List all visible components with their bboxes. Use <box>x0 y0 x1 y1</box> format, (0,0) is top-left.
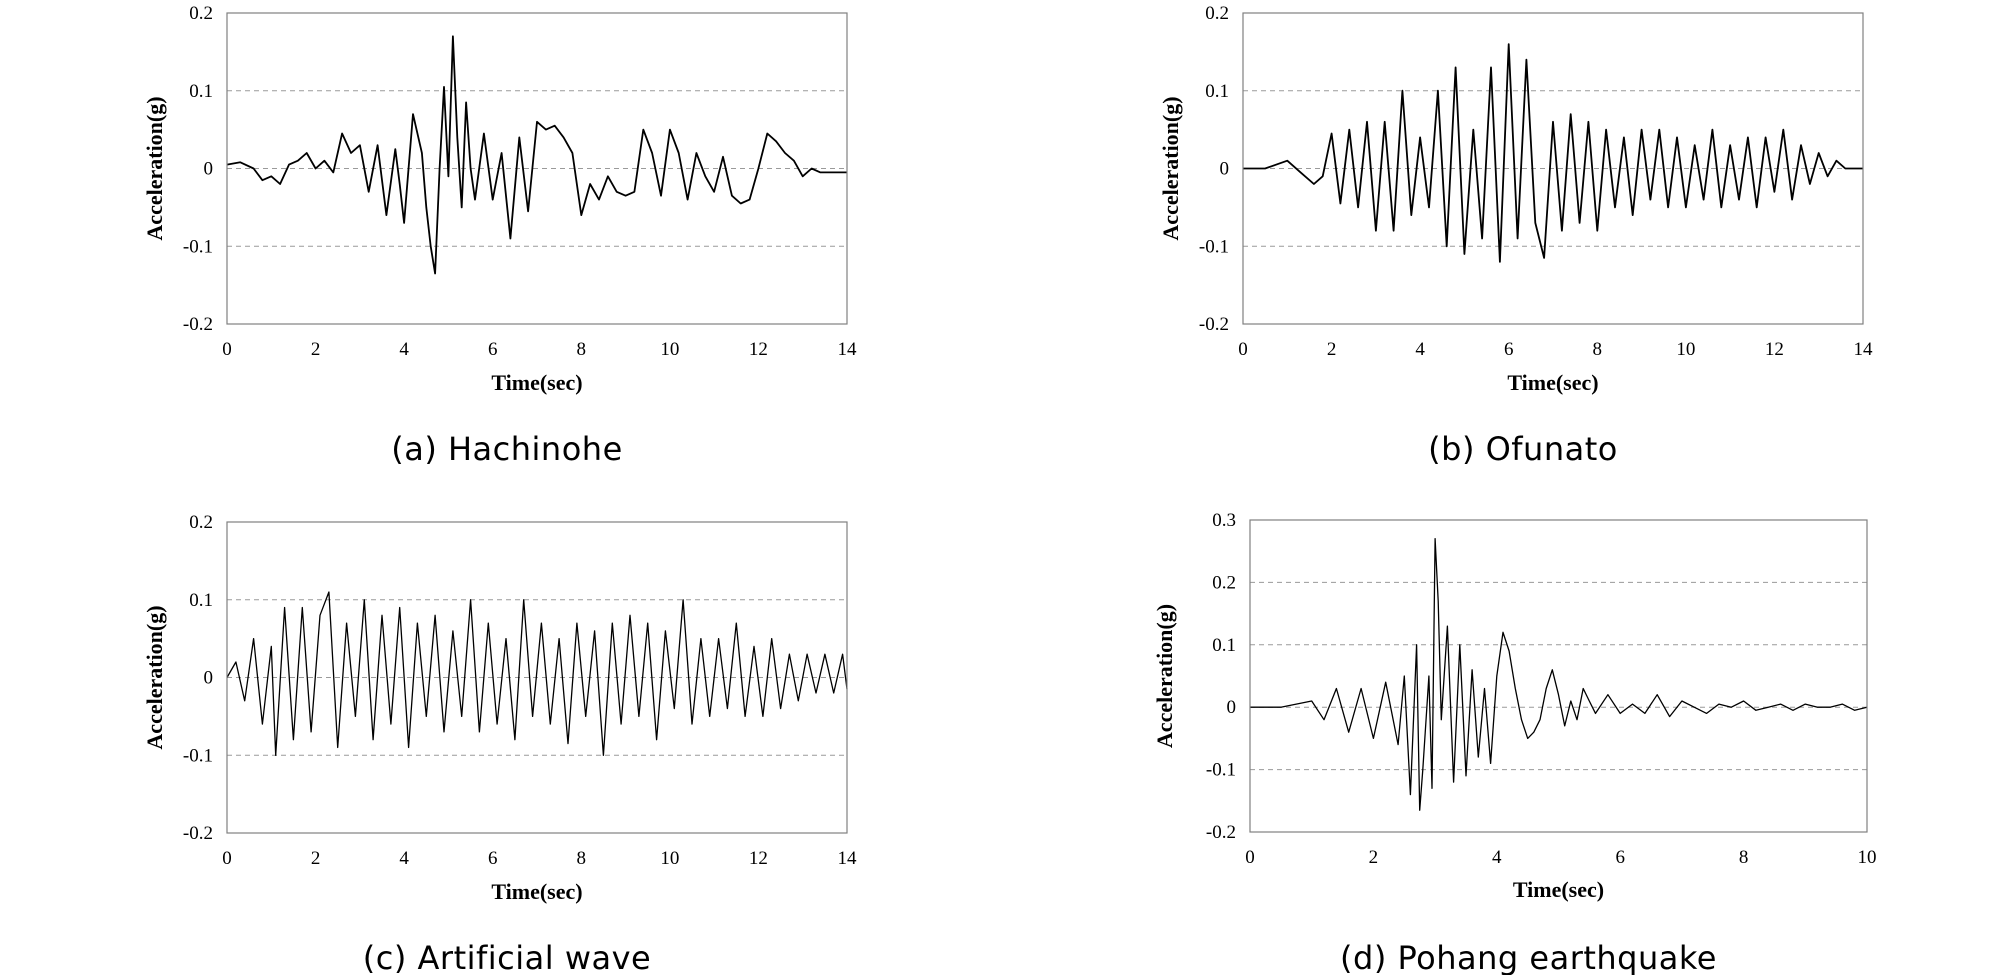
x-tick-label: 10 <box>660 848 679 869</box>
x-tick-label: 10 <box>1858 847 1877 868</box>
x-axis-label: Time(sec) <box>491 879 582 904</box>
y-tick-label: 0.2 <box>189 512 213 533</box>
y-tick-label: -0.2 <box>183 314 213 335</box>
plot-frame <box>1249 519 1868 833</box>
chart-pohang: -0.2 -0.1 0 0.1 0.2 0.3 0 2 4 6 8 10 Time(sec) Accele… <box>1152 510 1877 975</box>
y-tick-label: -0.1 <box>1206 760 1236 781</box>
series-line <box>226 591 848 756</box>
x-tick-label: 12 <box>1765 339 1784 360</box>
x-tick-label: 0 <box>1238 339 1248 360</box>
y-tick-label: 0 <box>204 668 214 689</box>
y-tick-label: 0.1 <box>1205 81 1229 102</box>
y-tick-label: -0.2 <box>1206 822 1236 843</box>
x-tick-label: 0 <box>222 848 232 869</box>
chart-caption: (c) Artificial wave <box>363 939 651 975</box>
y-tick-label: -0.1 <box>183 745 213 766</box>
x-tick-label: 14 <box>1854 339 1874 360</box>
x-tick-label: 14 <box>838 339 858 360</box>
x-axis-label: Time(sec) <box>491 370 582 395</box>
x-tick-label: 2 <box>1327 339 1337 360</box>
x-tick-label: 6 <box>1504 339 1514 360</box>
x-tick-label: 2 <box>311 848 321 869</box>
plot-frame <box>226 12 848 325</box>
y-tick-label: 0 <box>1220 159 1230 180</box>
x-axis-label: Time(sec) <box>1513 877 1604 902</box>
plot-frame <box>226 521 848 834</box>
y-tick-label: 0.2 <box>1212 572 1236 593</box>
x-tick-label: 6 <box>1615 847 1625 868</box>
series-line <box>226 35 847 275</box>
y-tick-label: 0.1 <box>1212 635 1236 656</box>
x-tick-label: 6 <box>488 848 498 869</box>
y-axis-label: Acceleration(g) <box>1152 604 1177 748</box>
chart-caption: (d) Pohang earthquake <box>1340 939 1717 975</box>
x-tick-label: 0 <box>1245 847 1255 868</box>
x-tick-label: 2 <box>311 339 321 360</box>
x-tick-label: 4 <box>1492 847 1502 868</box>
x-tick-label: 4 <box>399 339 409 360</box>
x-tick-label: 14 <box>838 848 858 869</box>
y-tick-label: -0.1 <box>1199 236 1229 257</box>
y-tick-label: -0.1 <box>183 236 213 257</box>
x-tick-label: 10 <box>1676 339 1695 360</box>
y-axis-label: Acceleration(g) <box>142 96 167 240</box>
y-tick-label: 0.1 <box>189 81 213 102</box>
y-tick-label: 0.3 <box>1212 510 1236 531</box>
series-line <box>1250 538 1868 811</box>
x-tick-label: 8 <box>577 339 587 360</box>
series-line <box>1243 43 1863 263</box>
x-tick-label: 4 <box>399 848 409 869</box>
x-tick-label: 6 <box>488 339 498 360</box>
y-tick-label: -0.2 <box>1199 314 1229 335</box>
y-tick-label: 0.1 <box>189 590 213 611</box>
x-tick-label: 10 <box>660 339 679 360</box>
y-tick-label: -0.2 <box>183 823 213 844</box>
x-tick-label: 0 <box>222 339 232 360</box>
y-tick-label: 0.2 <box>1205 3 1229 24</box>
plot-frame <box>1242 12 1864 325</box>
x-tick-label: 2 <box>1369 847 1379 868</box>
y-tick-label: 0 <box>204 159 214 180</box>
chart-ofunato: -0.2 -0.1 0 0.1 0.2 0 2 4 6 8 10 12 14 Time(sec) Accel… <box>1158 3 1873 468</box>
y-tick-label: 0.2 <box>189 3 213 24</box>
x-tick-label: 12 <box>749 848 768 869</box>
x-tick-label: 4 <box>1415 339 1425 360</box>
x-axis-label: Time(sec) <box>1507 370 1598 395</box>
y-axis-label: Acceleration(g) <box>142 605 167 749</box>
x-tick-label: 12 <box>749 339 768 360</box>
chart-caption: (b) Ofunato <box>1428 430 1618 468</box>
y-tick-label: 0 <box>1227 697 1237 718</box>
chart-hachinohe: -0.2 -0.1 0 0.1 0.2 0 2 4 6 8 10 12 14 Time(sec) Accel… <box>142 3 857 468</box>
chart-caption: (a) Hachinohe <box>391 430 623 468</box>
x-tick-label: 8 <box>1593 339 1603 360</box>
chart-artificial-wave: -0.2 -0.1 0 0.1 0.2 0 2 4 6 8 10 12 14 Time(sec) Accel… <box>142 512 857 975</box>
x-tick-label: 8 <box>577 848 587 869</box>
y-axis-label: Acceleration(g) <box>1158 96 1183 240</box>
x-tick-label: 8 <box>1739 847 1749 868</box>
